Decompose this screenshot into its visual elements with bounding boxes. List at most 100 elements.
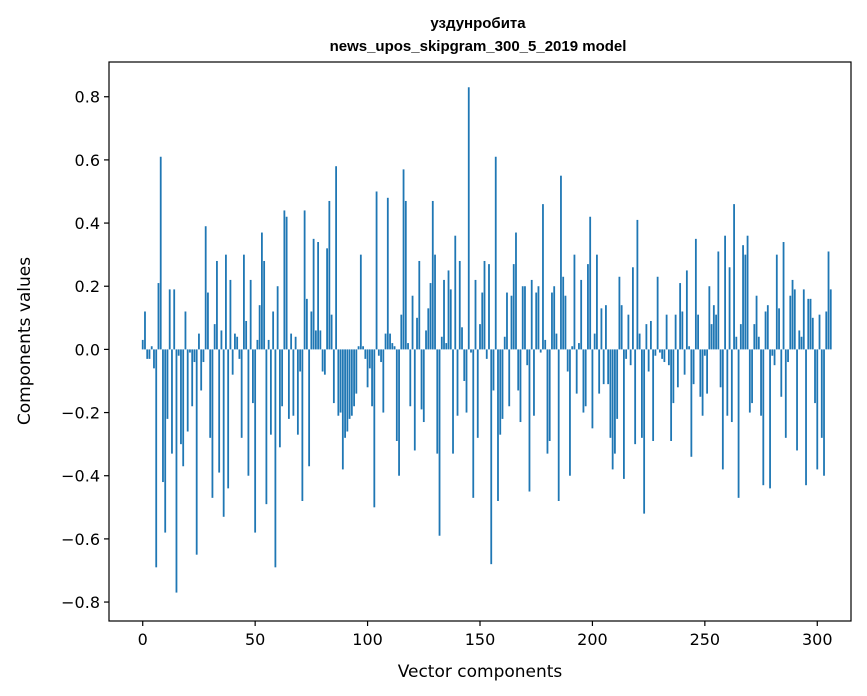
- bar: [377, 349, 380, 356]
- bar: [827, 251, 830, 350]
- bar: [207, 292, 209, 350]
- bar: [287, 349, 290, 419]
- bar: [544, 339, 547, 350]
- bar: [789, 295, 792, 350]
- bar: [600, 308, 603, 350]
- bar: [818, 314, 821, 350]
- bar: [247, 349, 250, 476]
- bar: [395, 349, 398, 441]
- bar: [530, 279, 533, 350]
- bar: [751, 349, 753, 404]
- y-tick-label: 0.2: [75, 277, 100, 296]
- bar: [724, 235, 726, 350]
- bar: [337, 349, 340, 416]
- bar: [814, 349, 816, 404]
- bar: [285, 216, 288, 350]
- bar: [427, 308, 430, 350]
- bar: [539, 349, 542, 353]
- bar: [690, 349, 693, 457]
- bar: [386, 197, 389, 350]
- bar: [467, 87, 470, 350]
- bar: [234, 333, 236, 350]
- bar: [180, 349, 182, 445]
- bar: [445, 343, 448, 350]
- x-tick-label: 100: [352, 630, 383, 649]
- bar: [602, 349, 605, 385]
- bar: [240, 349, 243, 438]
- bar: [447, 270, 450, 350]
- bar: [436, 349, 439, 454]
- bar: [305, 298, 308, 350]
- bar: [404, 200, 407, 350]
- bar: [701, 349, 704, 416]
- bar: [353, 349, 355, 407]
- x-tick-label: 150: [465, 630, 496, 649]
- bar: [584, 349, 587, 407]
- bar: [802, 289, 805, 350]
- y-tick-label: 0.0: [75, 340, 100, 359]
- bar: [326, 248, 328, 350]
- bar: [461, 327, 463, 350]
- y-axis: −0.8 −0.6 −0.4 −0.2 0.0 0.2 0.4 0.6 0.8: [61, 88, 109, 612]
- bar: [364, 349, 367, 359]
- bar: [236, 336, 239, 350]
- bar: [512, 264, 515, 350]
- bar: [294, 336, 297, 350]
- bar: [209, 349, 212, 438]
- bar: [425, 330, 427, 350]
- bar: [204, 226, 207, 350]
- bar: [748, 349, 751, 413]
- bar: [548, 349, 551, 441]
- bar: [200, 349, 203, 391]
- bar: [330, 314, 333, 350]
- bar: [712, 305, 715, 350]
- bar: [519, 349, 522, 423]
- bar: [823, 349, 825, 476]
- bar: [611, 349, 614, 470]
- bar: [811, 317, 814, 350]
- bar: [184, 311, 187, 350]
- x-tick-label: 0: [138, 630, 148, 649]
- bar: [175, 349, 178, 593]
- bar: [431, 200, 434, 350]
- bar: [515, 232, 517, 350]
- bar: [407, 343, 409, 350]
- bar: [555, 333, 558, 350]
- bar: [368, 349, 371, 369]
- bar: [762, 349, 765, 486]
- bar: [625, 349, 628, 359]
- bar: [645, 324, 648, 350]
- bar: [380, 349, 382, 363]
- bar: [465, 349, 468, 413]
- bar: [587, 264, 589, 350]
- bar: [809, 298, 812, 350]
- bar: [141, 339, 144, 350]
- bar: [213, 324, 216, 350]
- bar: [456, 349, 459, 416]
- bar: [593, 333, 596, 350]
- y-tick-label: −0.2: [61, 404, 100, 423]
- bar: [256, 339, 259, 350]
- bar: [310, 311, 313, 350]
- bar: [452, 349, 454, 454]
- bar: [341, 349, 344, 470]
- bar: [627, 314, 630, 350]
- bar: [258, 305, 261, 350]
- bar: [308, 349, 311, 467]
- bar: [276, 286, 279, 350]
- bar: [771, 349, 774, 356]
- bar: [571, 346, 574, 350]
- bar: [490, 349, 493, 565]
- bar: [526, 349, 529, 366]
- bar: [332, 349, 335, 404]
- bar: [409, 349, 412, 407]
- bar: [319, 330, 322, 350]
- bar: [261, 232, 263, 350]
- bar: [652, 349, 655, 441]
- bar: [339, 349, 342, 413]
- x-tick-label: 300: [802, 630, 833, 649]
- bar: [807, 298, 810, 350]
- bar: [575, 349, 578, 394]
- bar: [373, 349, 376, 508]
- bar: [800, 336, 803, 350]
